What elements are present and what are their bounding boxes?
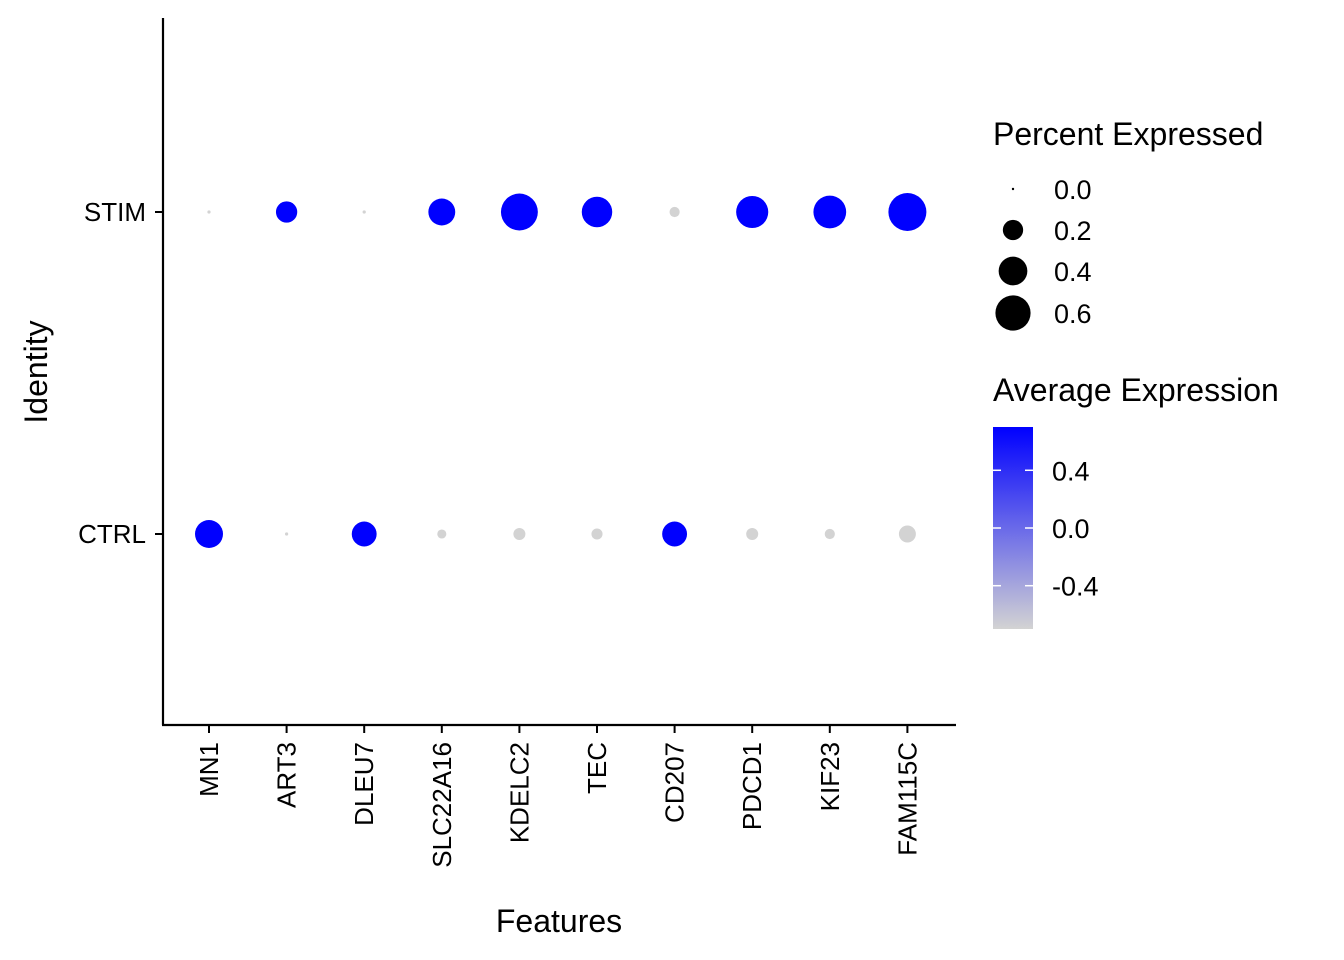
x-tick-label: DLEU7 <box>349 742 379 826</box>
dot-ctrl-dleu7 <box>351 521 377 547</box>
color-legend-label: 0.4 <box>1052 456 1090 486</box>
y-tick-label: STIM <box>84 197 146 227</box>
size-legend-label: 0.6 <box>1054 299 1092 329</box>
dot-stim-kdelc2 <box>500 193 538 231</box>
size-legend-label: 0.0 <box>1054 175 1092 205</box>
dot-ctrl-mn1 <box>195 520 223 548</box>
dot-ctrl-tec <box>591 528 603 540</box>
x-tick-label: TEC <box>582 742 612 794</box>
x-tick-label: SLC22A16 <box>427 742 457 868</box>
dot-stim-dleu7 <box>362 210 366 214</box>
x-tick-label: KDELC2 <box>504 742 534 843</box>
dot-ctrl-kdelc2 <box>513 527 526 541</box>
x-tick-label: PDCD1 <box>737 742 767 830</box>
dot-stim-mn1 <box>207 210 211 214</box>
size-legend-dot <box>998 256 1028 286</box>
size-legend-dot <box>995 295 1031 331</box>
x-tick-label: CD207 <box>660 742 690 823</box>
size-legend-title: Percent Expressed <box>993 116 1263 152</box>
dot-ctrl-art3 <box>284 532 289 536</box>
size-legend-label: 0.2 <box>1054 216 1092 246</box>
size-legend-dot <box>1011 187 1015 191</box>
dot-stim-cd207 <box>669 206 680 218</box>
dot-ctrl-slc22a16 <box>437 529 447 539</box>
x-axis-ticks: MN1 ART3 DLEU7 SLC22A16 KDELC2 TEC CD207 PDCD1 K… <box>194 725 922 868</box>
color-legend-title: Average Expression <box>993 372 1279 408</box>
dot-ctrl-cd207 <box>662 521 688 547</box>
color-legend-label: -0.4 <box>1052 572 1099 602</box>
dot-stim-fam115c <box>888 193 927 231</box>
dot-stim-pdcd1 <box>736 195 769 229</box>
dot-ctrl-pdcd1 <box>746 527 759 541</box>
dot-stim-art3 <box>275 201 298 223</box>
dots <box>195 193 927 548</box>
x-tick-label: ART3 <box>272 742 302 808</box>
dot-stim-tec <box>581 196 613 228</box>
size-legend-dot <box>1002 219 1024 241</box>
color-legend: Average Expression 0.4 0.0 -0.4 <box>993 372 1279 629</box>
dot-ctrl-fam115c <box>898 525 916 543</box>
dot-ctrl-kif23 <box>824 528 835 540</box>
y-axis-title: Identity <box>18 320 54 423</box>
size-legend: Percent Expressed 0.0 0.2 0.4 0.6 <box>993 116 1263 331</box>
dot-stim-slc22a16 <box>428 198 456 226</box>
x-tick-label: FAM115C <box>892 742 922 856</box>
y-axis-ticks: CTRL STIM <box>78 197 163 549</box>
color-legend-label: 0.0 <box>1052 514 1090 544</box>
x-axis-title: Features <box>496 903 622 939</box>
x-tick-label: MN1 <box>194 742 224 797</box>
dot-stim-kif23 <box>813 195 847 229</box>
y-tick-label: CTRL <box>78 519 146 549</box>
size-legend-label: 0.4 <box>1054 257 1092 287</box>
x-tick-label: KIF23 <box>815 742 845 811</box>
